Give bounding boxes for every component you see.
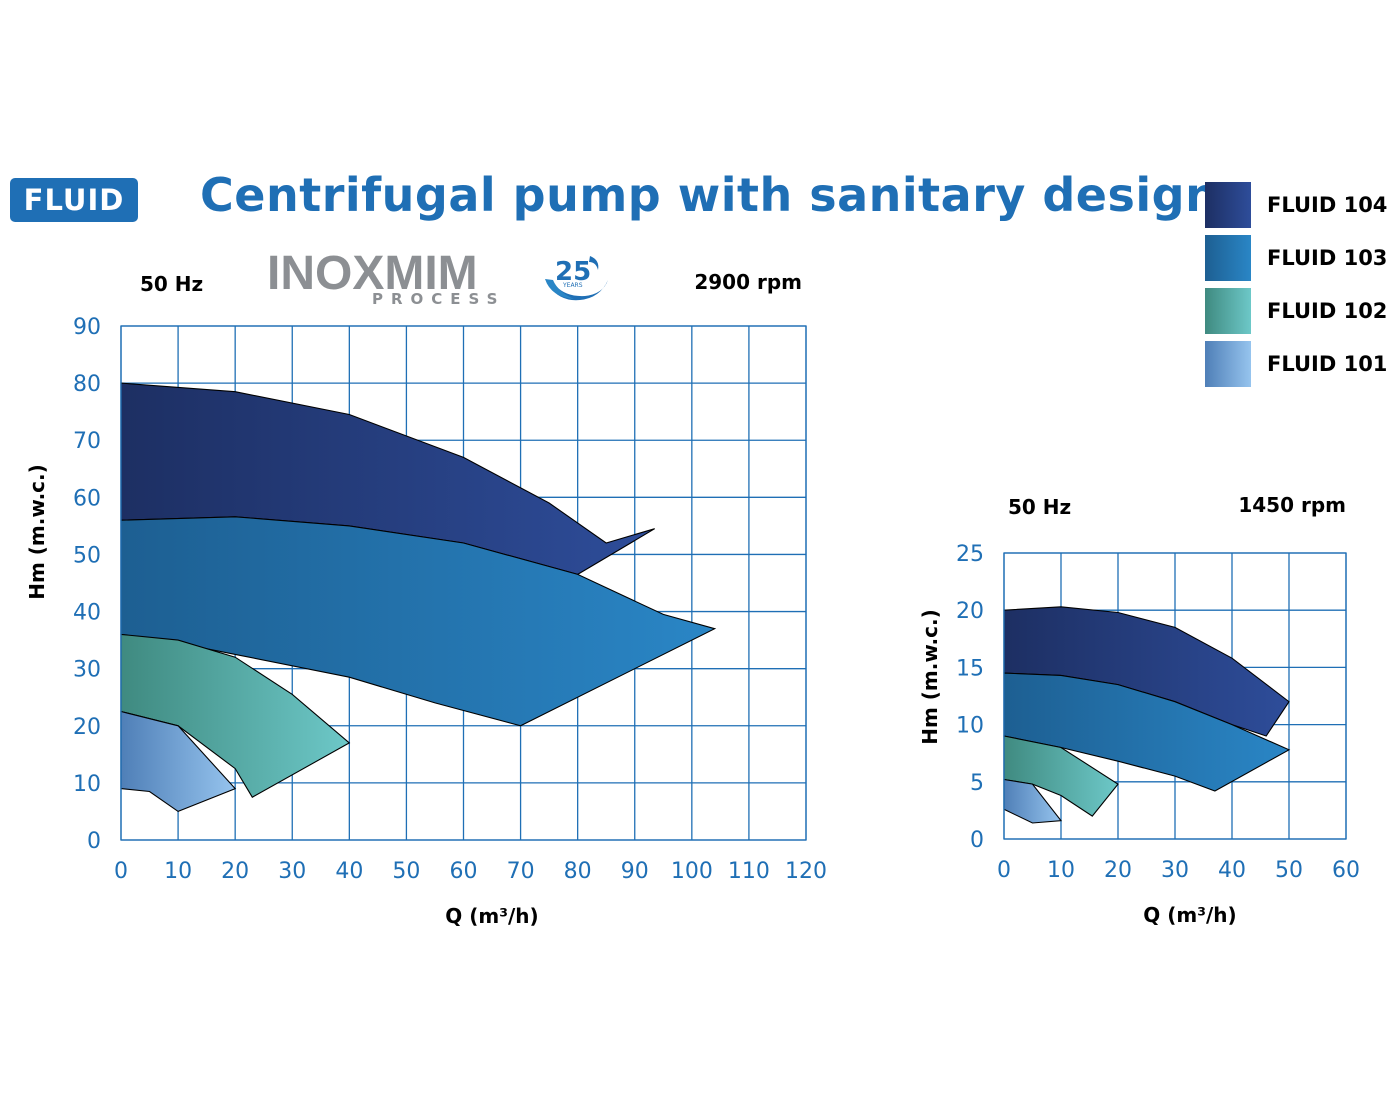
y-tick-label: 50 xyxy=(73,543,101,568)
x-tick-label: 60 xyxy=(1332,858,1360,883)
logo-years-label: YEARS xyxy=(562,282,583,289)
y-axis-label: Hm (m.w.c.) xyxy=(918,609,942,745)
y-tick-label: 10 xyxy=(956,714,984,739)
y-tick-label: 25 xyxy=(956,542,984,567)
speed-label: 2900 rpm xyxy=(694,270,802,294)
y-tick-label: 30 xyxy=(73,658,101,683)
x-tick-label: 10 xyxy=(164,859,192,884)
x-axis-label: Q (m³/h) xyxy=(1143,903,1236,927)
legend-label: FLUID 103 xyxy=(1267,246,1388,270)
x-tick-label: 20 xyxy=(1104,858,1132,883)
y-tick-label: 80 xyxy=(73,372,101,397)
legend-label: FLUID 101 xyxy=(1267,352,1388,376)
y-tick-label: 5 xyxy=(970,771,984,796)
x-tick-label: 80 xyxy=(564,859,592,884)
x-tick-label: 0 xyxy=(997,858,1011,883)
x-tick-label: 30 xyxy=(278,859,306,884)
logo-subtext: PROCESS xyxy=(372,290,505,308)
legend-item-fluid-102: FLUID 102 xyxy=(1205,288,1400,334)
x-tick-label: 40 xyxy=(335,859,363,884)
x-tick-label: 60 xyxy=(450,859,478,884)
legend-item-fluid-104: FLUID 104 xyxy=(1205,182,1400,228)
frequency-label: 50 Hz xyxy=(1008,495,1071,519)
legend-swatch xyxy=(1205,341,1251,387)
x-tick-label: 90 xyxy=(621,859,649,884)
y-tick-label: 0 xyxy=(87,829,101,854)
legend-swatch xyxy=(1205,235,1251,281)
y-axis-label: Hm (m.w.c.) xyxy=(25,464,49,600)
inoxmim-logo: INOXMIM PROCESS 25 YEARS xyxy=(267,247,608,308)
y-tick-label: 90 xyxy=(73,315,101,340)
legend-item-fluid-103: FLUID 103 xyxy=(1205,235,1400,281)
y-tick-label: 60 xyxy=(73,486,101,511)
x-tick-label: 70 xyxy=(507,859,535,884)
x-axis-label: Q (m³/h) xyxy=(445,904,538,928)
x-tick-label: 100 xyxy=(671,859,713,884)
logo-25-years-emblem: 25 YEARS xyxy=(545,256,608,301)
frequency-label: 50 Hz xyxy=(140,272,203,296)
legend-swatch xyxy=(1205,288,1251,334)
y-tick-label: 40 xyxy=(73,601,101,626)
fluid-badge: FLUID xyxy=(10,178,138,222)
y-tick-label: 70 xyxy=(73,429,101,454)
y-tick-label: 0 xyxy=(970,828,984,853)
x-tick-label: 30 xyxy=(1161,858,1189,883)
y-tick-label: 20 xyxy=(956,599,984,624)
legend-swatch xyxy=(1205,182,1251,228)
x-tick-label: 0 xyxy=(114,859,128,884)
logo-text: INOXMIM xyxy=(267,247,478,300)
chart-1450-rpm: 0 5 10 15 20 25 0 10 20 30 40 50 60 50 Hz 1450 rpm Hm (… xyxy=(918,493,1360,927)
x-tick-label: 50 xyxy=(1275,858,1303,883)
speed-label: 1450 rpm xyxy=(1238,493,1346,517)
plot-frame xyxy=(120,325,807,841)
x-tick-label: 20 xyxy=(221,859,249,884)
legend-label: FLUID 104 xyxy=(1267,193,1388,217)
y-tick-label: 15 xyxy=(956,656,984,681)
x-tick-label: 10 xyxy=(1047,858,1075,883)
x-tick-label: 40 xyxy=(1218,858,1246,883)
plot-frame xyxy=(1003,552,1347,840)
chart-2900-rpm: 0 10 20 30 40 50 60 70 80 90 0 10 20 30 40 50 60 70 80 90 10… xyxy=(25,270,827,928)
legend-item-fluid-101: FLUID 101 xyxy=(1205,341,1400,387)
x-tick-label: 120 xyxy=(785,859,827,884)
page-title: Centrifugal pump with sanitary design xyxy=(200,168,1219,222)
y-tick-label: 20 xyxy=(73,715,101,740)
x-tick-label: 50 xyxy=(392,859,420,884)
y-tick-label: 10 xyxy=(73,772,101,797)
x-tick-label: 110 xyxy=(728,859,770,884)
logo-years-number: 25 xyxy=(555,257,591,287)
legend-label: FLUID 102 xyxy=(1267,299,1388,323)
